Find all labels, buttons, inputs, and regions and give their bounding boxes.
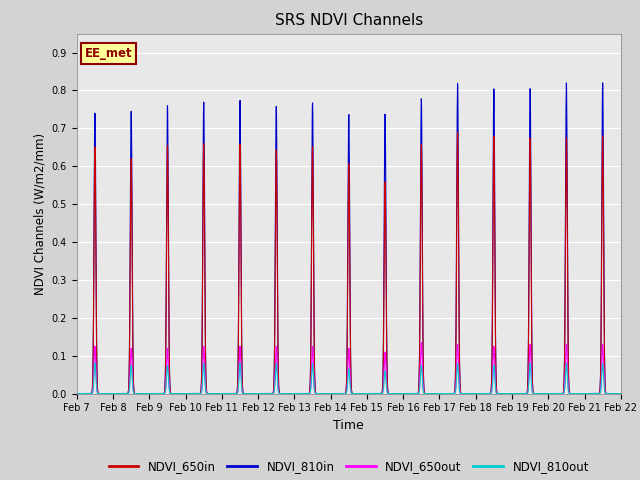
- NDVI_810in: [167, 391, 175, 396]
- NDVI_650in: [305, 391, 313, 396]
- NDVI_650in: [548, 391, 556, 396]
- NDVI_650out: [617, 391, 625, 396]
- NDVI_810out: [168, 391, 175, 396]
- NDVI_650in: [282, 391, 289, 396]
- NDVI_650in: [454, 130, 461, 135]
- NDVI_810in: [617, 391, 625, 396]
- NDVI_810in: [607, 391, 614, 396]
- NDVI_650in: [607, 391, 614, 396]
- NDVI_650in: [73, 391, 81, 396]
- NDVI_650out: [73, 391, 81, 396]
- NDVI_810out: [135, 391, 143, 396]
- NDVI_810out: [617, 391, 625, 396]
- NDVI_810in: [305, 391, 313, 396]
- NDVI_810out: [607, 391, 614, 396]
- NDVI_650out: [607, 391, 614, 396]
- Line: NDVI_810in: NDVI_810in: [77, 83, 621, 394]
- Text: EE_met: EE_met: [85, 47, 132, 60]
- NDVI_810out: [73, 391, 81, 396]
- NDVI_810out: [548, 391, 556, 396]
- NDVI_650in: [135, 391, 143, 396]
- NDVI_650out: [305, 391, 313, 396]
- Line: NDVI_650out: NDVI_650out: [77, 343, 621, 394]
- Y-axis label: NDVI Channels (W/m2/mm): NDVI Channels (W/m2/mm): [33, 132, 46, 295]
- NDVI_810in: [73, 391, 81, 396]
- NDVI_650out: [417, 340, 425, 346]
- X-axis label: Time: Time: [333, 419, 364, 432]
- NDVI_650out: [167, 391, 175, 396]
- NDVI_810out: [305, 391, 313, 396]
- NDVI_650out: [282, 391, 289, 396]
- Legend: NDVI_650in, NDVI_810in, NDVI_650out, NDVI_810out: NDVI_650in, NDVI_810in, NDVI_650out, NDV…: [104, 455, 594, 478]
- NDVI_650in: [167, 391, 175, 396]
- Title: SRS NDVI Channels: SRS NDVI Channels: [275, 13, 423, 28]
- NDVI_650out: [548, 391, 556, 396]
- Line: NDVI_650in: NDVI_650in: [77, 132, 621, 394]
- NDVI_810in: [599, 80, 607, 86]
- NDVI_810in: [135, 391, 143, 396]
- NDVI_810in: [548, 391, 556, 396]
- NDVI_810in: [282, 391, 289, 396]
- NDVI_650out: [135, 391, 143, 396]
- NDVI_810out: [282, 391, 289, 396]
- NDVI_650in: [617, 391, 625, 396]
- NDVI_810out: [91, 360, 99, 366]
- Line: NDVI_810out: NDVI_810out: [77, 363, 621, 394]
